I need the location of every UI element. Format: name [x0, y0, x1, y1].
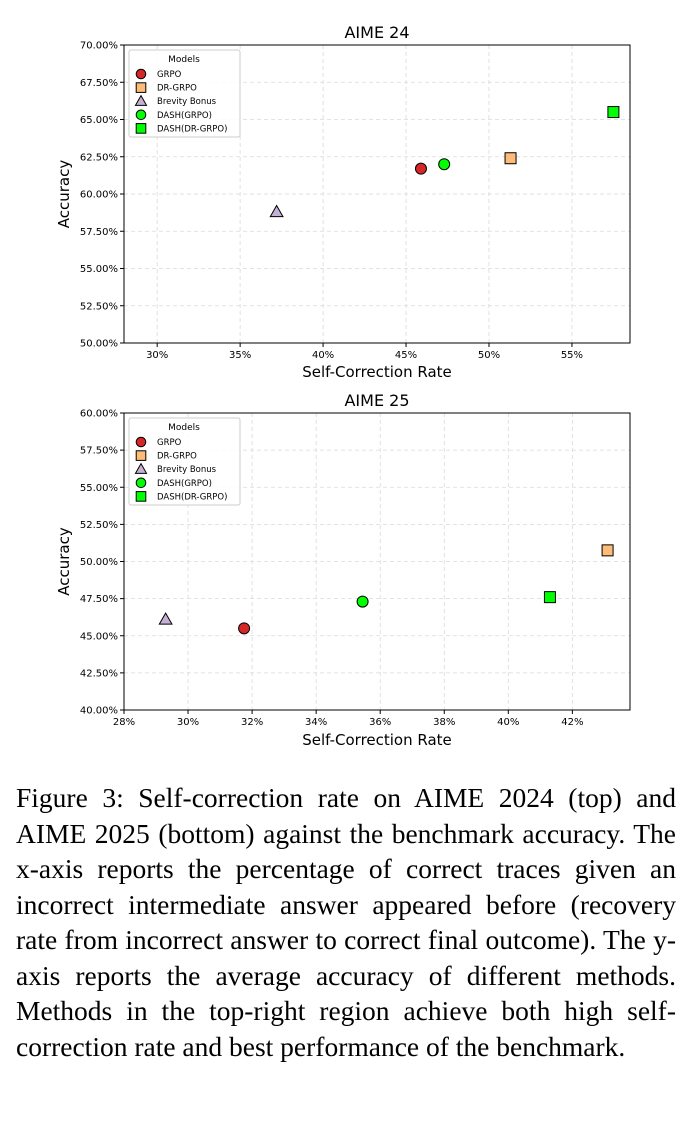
legend-marker-dash-dr-grpo [135, 123, 147, 134]
y-tick-label: 40.00% [80, 706, 118, 717]
y-tick-label: 57.50% [80, 227, 118, 238]
legend-box [128, 417, 241, 506]
figure-caption: Figure 3: Self-correction rate on AIME 2… [16, 782, 676, 1062]
chart-title: AIME 24 [344, 23, 409, 42]
legend-label-dash-dr-grpo: DASH(DR-GRPO) [157, 492, 227, 502]
x-tick-label: 42% [561, 717, 583, 728]
point-grpo [414, 162, 427, 175]
legend-label-dash-grpo: DASH(GRPO) [157, 479, 212, 489]
x-tick-label: 32% [241, 717, 263, 728]
x-tick-label: 34% [305, 717, 327, 728]
x-tick-label: 40% [312, 350, 334, 361]
point-brevity-bonus [269, 204, 284, 218]
legend-title: Models [168, 55, 200, 65]
x-tick-label: 35% [229, 350, 251, 361]
figure: 30% 35% 40% 45% 50% 55% 50.00% 52.50% 55.00% 57.5… [55, 23, 631, 749]
x-tick-label: 36% [369, 717, 391, 728]
point-brevity-bonus [158, 612, 173, 625]
x-tick-label: 50% [478, 350, 500, 361]
legend-marker-brevity-bonus [134, 462, 148, 474]
legend: Models GRPO DR-GRPO Brevity Bonus DASH(GRPO)… [128, 49, 241, 138]
legend-marker-dr-grpo [135, 450, 147, 461]
legend-label-brevity-bonus: Brevity Bonus [157, 97, 217, 107]
x-tick-label: 40% [497, 717, 519, 728]
y-tick-label: 65.00% [80, 115, 118, 126]
x-tick-label: 45% [395, 350, 417, 361]
legend: Models GRPO DR-GRPO Brevity Bonus DASH(GRPO)… [128, 417, 241, 506]
legend-marker-grpo [135, 68, 147, 80]
y-tick-label: 60.00% [80, 409, 118, 420]
y-tick-label: 47.50% [80, 594, 118, 605]
y-tick-label: 70.00% [80, 41, 118, 52]
x-tick-label: 38% [433, 717, 455, 728]
chart-title: AIME 25 [344, 391, 409, 410]
point-grpo [238, 622, 251, 635]
legend-label-dash-dr-grpo: DASH(DR-GRPO) [157, 124, 227, 134]
chart-1: 30% 35% 40% 45% 50% 55% 50.00% 52.50% 55.00% 57.5… [55, 23, 631, 381]
chart-2: 28% 30% 32% 34% 36% 38% 40% 42% 40.00% 42.50% 45.0… [55, 391, 631, 749]
y-tick-label: 50.00% [80, 557, 118, 568]
y-tick-label: 52.50% [80, 520, 118, 531]
legend-marker-dash-grpo [135, 109, 147, 121]
y-tick-label: 62.50% [80, 152, 118, 163]
x-axis-label: Self-Correction Rate [302, 363, 452, 381]
legend-label-dr-grpo: DR-GRPO [157, 452, 197, 462]
y-axis-label: Accuracy [55, 160, 73, 229]
point-dash-dr-grpo [607, 106, 620, 119]
legend-marker-dr-grpo [135, 82, 147, 93]
x-tick-label: 30% [177, 717, 199, 728]
point-dr-grpo [601, 544, 614, 557]
y-tick-label: 52.50% [80, 301, 118, 312]
legend-box [128, 49, 241, 138]
legend-label-grpo: GRPO [157, 438, 182, 448]
legend-label-dash-grpo: DASH(GRPO) [157, 111, 212, 121]
x-tick-label: 55% [561, 350, 583, 361]
point-dash-dr-grpo [543, 591, 556, 604]
legend-title: Models [168, 423, 200, 433]
legend-marker-dash-dr-grpo [135, 491, 147, 502]
x-tick-label: 28% [113, 717, 135, 728]
y-axis-label: Accuracy [55, 527, 73, 596]
y-tick-label: 45.00% [80, 631, 118, 642]
legend-label-grpo: GRPO [157, 70, 182, 80]
legend-marker-dash-grpo [135, 477, 147, 489]
y-tick-label: 57.50% [80, 446, 118, 457]
x-axis-label: Self-Correction Rate [302, 731, 452, 749]
point-dash-grpo [438, 158, 451, 171]
y-tick-label: 50.00% [80, 339, 118, 350]
y-tick-label: 55.00% [80, 483, 118, 494]
legend-marker-brevity-bonus [134, 94, 148, 106]
y-tick-label: 42.50% [80, 668, 118, 679]
y-tick-label: 67.50% [80, 78, 118, 89]
charts-svg: 30% 35% 40% 45% 50% 55% 50.00% 52.50% 55.00% 57.5… [55, 23, 631, 749]
y-tick-label: 55.00% [80, 264, 118, 275]
x-tick-label: 30% [146, 350, 168, 361]
y-tick-label: 60.00% [80, 190, 118, 201]
legend-marker-grpo [135, 436, 147, 448]
point-dash-grpo [356, 595, 369, 608]
legend-label-brevity-bonus: Brevity Bonus [157, 465, 217, 475]
legend-label-dr-grpo: DR-GRPO [157, 84, 197, 94]
point-dr-grpo [504, 152, 517, 165]
